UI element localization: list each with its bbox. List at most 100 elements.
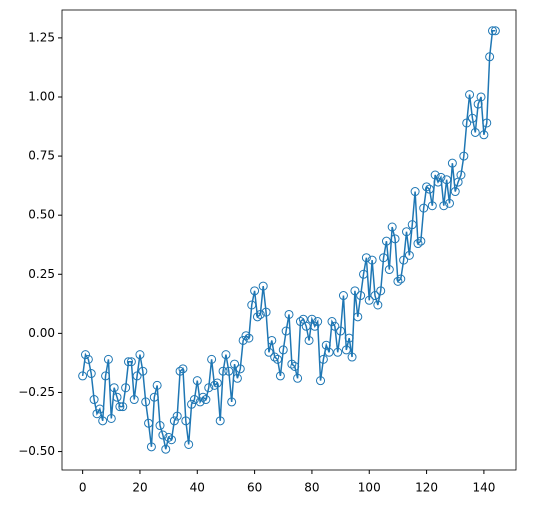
data-point <box>184 439 194 449</box>
data-point <box>207 354 217 364</box>
data-point <box>361 253 371 263</box>
x-tick-label: 100 <box>358 481 381 495</box>
data-point <box>204 383 214 393</box>
data-point <box>95 404 105 414</box>
data-point <box>310 321 320 331</box>
data-point <box>83 354 93 364</box>
data-point <box>416 236 426 246</box>
data-point <box>112 392 122 402</box>
data-point <box>304 335 314 345</box>
data-point <box>255 309 265 319</box>
data-point <box>490 26 500 36</box>
data-point <box>81 350 91 360</box>
data-point <box>370 291 380 301</box>
data-point <box>258 281 268 291</box>
data-point <box>235 364 245 374</box>
data-point <box>439 201 449 211</box>
data-point <box>313 317 323 327</box>
data-point <box>189 395 199 405</box>
data-point <box>295 317 305 327</box>
data-point <box>224 366 234 376</box>
data-point <box>201 395 211 405</box>
data-point <box>106 413 116 423</box>
data-point <box>135 350 145 360</box>
data-point <box>447 158 457 168</box>
data-point <box>384 265 394 275</box>
data-point <box>433 177 443 187</box>
data-point <box>227 397 237 407</box>
data-point <box>479 130 489 140</box>
x-tick-label: 40 <box>190 481 205 495</box>
data-point <box>252 312 262 322</box>
data-line <box>81 30 496 450</box>
data-point <box>407 220 417 230</box>
data-point <box>232 373 242 383</box>
data-point <box>410 187 420 197</box>
data-point <box>336 326 346 336</box>
data-point <box>287 359 297 369</box>
data-point <box>172 411 182 421</box>
data-point <box>353 312 363 322</box>
data-point <box>149 392 159 402</box>
data-point <box>118 402 128 412</box>
y-tick-label: 0.00 <box>28 326 55 340</box>
data-point <box>175 366 185 376</box>
x-tick-label: 80 <box>304 481 319 495</box>
data-point <box>442 175 452 185</box>
y-tick-label: 0.50 <box>28 208 55 222</box>
data-point <box>278 345 288 355</box>
data-point <box>290 361 300 371</box>
data-point <box>381 236 391 246</box>
data-point <box>138 366 148 376</box>
y-tick-label: 1.00 <box>28 89 55 103</box>
data-point <box>215 416 225 426</box>
x-tick-label: 0 <box>79 481 87 495</box>
data-point <box>261 307 271 317</box>
data-point <box>376 286 386 296</box>
data-point <box>155 421 165 431</box>
data-point <box>264 347 274 357</box>
data-point <box>195 397 205 407</box>
plot-frame <box>61 9 517 471</box>
data-point <box>241 331 251 341</box>
x-tick-label: 20 <box>132 481 147 495</box>
data-point <box>436 172 446 182</box>
data-point <box>324 347 334 357</box>
data-point <box>459 151 469 161</box>
data-point <box>450 187 460 197</box>
data-point <box>86 369 96 379</box>
data-point <box>247 300 257 310</box>
data-point <box>462 118 472 128</box>
y-tick-label: 0.25 <box>28 267 55 281</box>
data-point <box>115 402 125 412</box>
data-point <box>347 352 357 362</box>
data-point <box>445 198 455 208</box>
data-point <box>356 291 366 301</box>
data-point <box>396 274 406 284</box>
y-tick-label: −0.25 <box>18 385 55 399</box>
data-point <box>158 430 168 440</box>
data-point <box>192 376 202 386</box>
data-point <box>373 300 383 310</box>
data-point <box>422 182 432 192</box>
data-point <box>427 201 437 211</box>
data-point <box>123 357 133 367</box>
data-point <box>267 335 277 345</box>
data-point <box>109 383 119 393</box>
data-point <box>103 354 113 364</box>
data-point <box>212 378 222 388</box>
data-point <box>144 418 154 428</box>
data-point <box>132 371 142 381</box>
data-point <box>344 333 354 343</box>
data-point <box>129 395 139 405</box>
data-point <box>121 383 131 393</box>
data-point <box>482 118 492 128</box>
data-point <box>293 373 303 383</box>
data-point <box>465 90 475 100</box>
data-point <box>487 26 497 36</box>
data-point <box>301 321 311 331</box>
y-tick-label: 1.25 <box>28 30 55 44</box>
data-point <box>166 435 176 445</box>
data-point <box>164 432 174 442</box>
